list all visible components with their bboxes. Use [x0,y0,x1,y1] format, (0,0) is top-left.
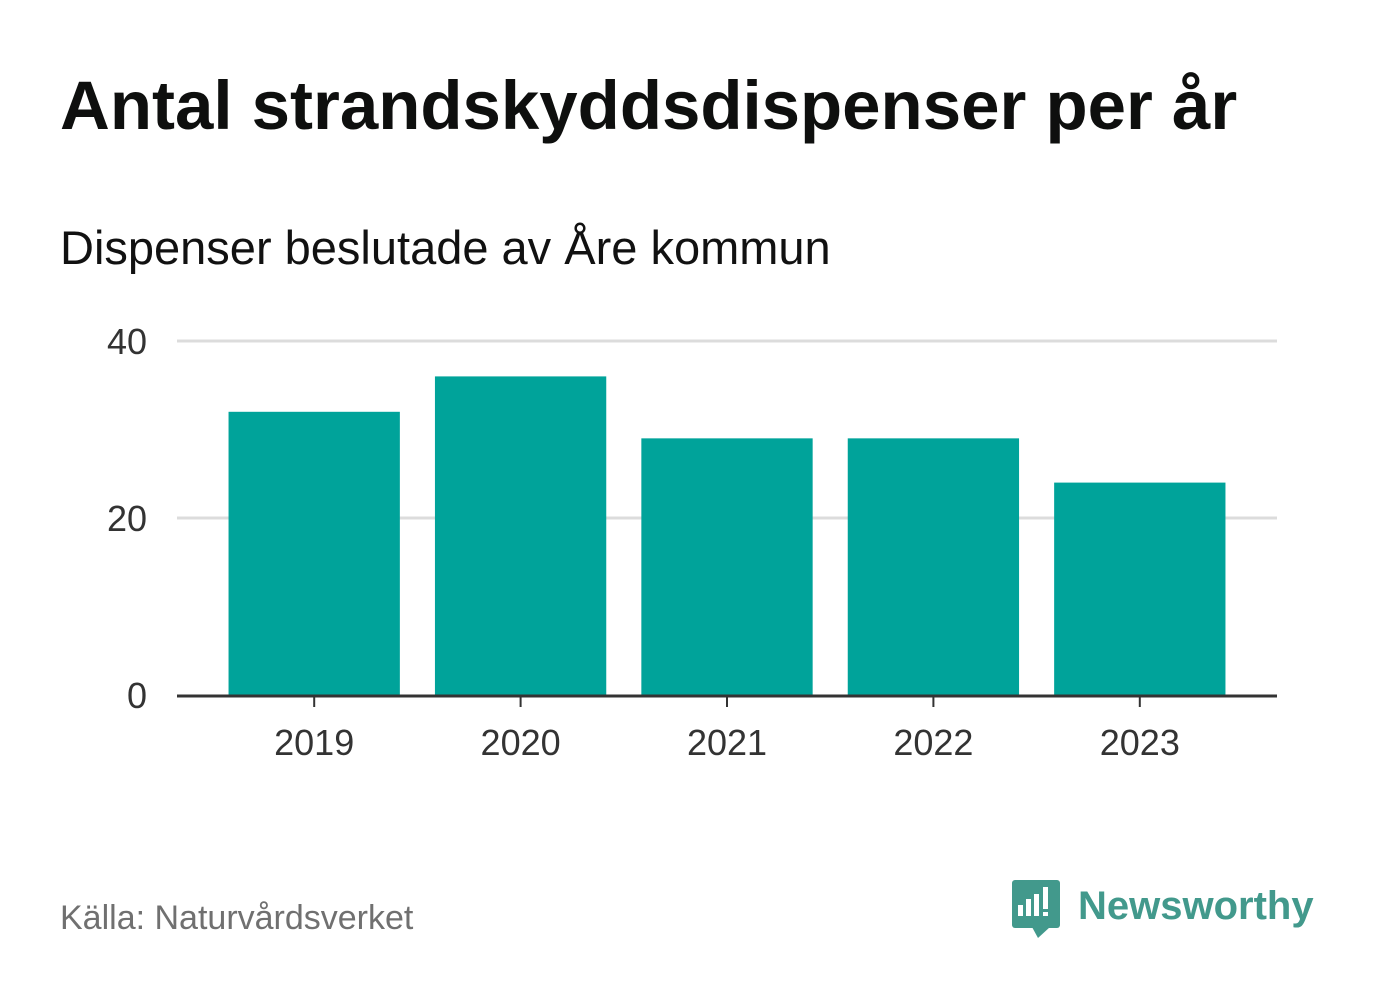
bar-2020 [434,376,607,695]
x-tick-label: 2019 [274,722,354,763]
x-axis-ticks [313,696,1141,707]
bar-2022 [847,438,1020,695]
brand-logo: Newsworthy [1010,878,1320,940]
chart-title: Antal strandskyddsdispenser per år [60,67,1238,144]
x-tick-label: 2022 [893,722,973,763]
y-tick-label: 0 [127,675,147,716]
source-note: Källa: Naturvårdsverket [60,899,414,937]
bar-2019 [228,411,400,695]
bar-2023 [1054,482,1226,695]
bars [228,376,1226,695]
newsworthy-logo-icon [1012,880,1060,938]
bar-chart: 0 20 40 2019 2020 2021 2022 2023 [107,321,1277,763]
y-tick-label: 40 [107,321,147,362]
brand-name: Newsworthy [1078,884,1314,928]
chart-subtitle: Dispenser beslutade av Åre kommun [60,221,831,274]
x-tick-label: 2023 [1100,722,1180,763]
x-tick-label: 2021 [687,722,767,763]
x-tick-label: 2020 [481,722,561,763]
x-axis-labels: 2019 2020 2021 2022 2023 [274,722,1180,763]
y-tick-label: 20 [107,498,147,539]
bar-2021 [641,438,813,695]
y-axis-labels: 0 20 40 [107,321,147,716]
